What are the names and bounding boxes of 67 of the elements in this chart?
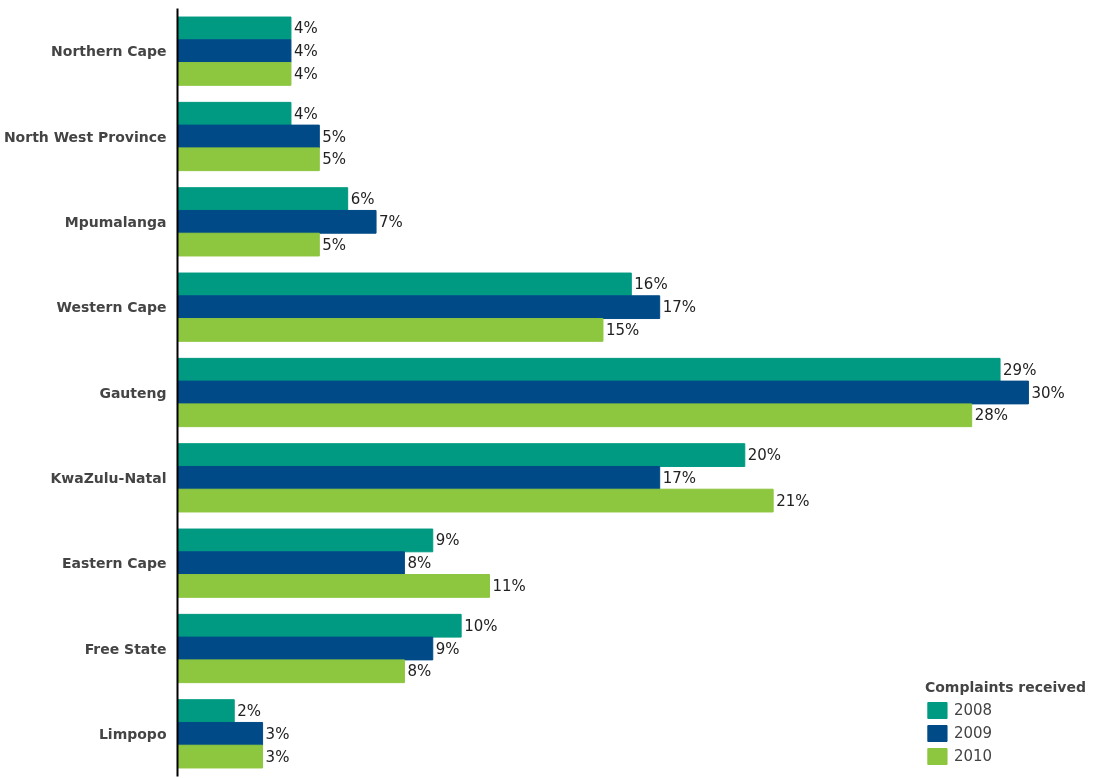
bar bbox=[177, 147, 320, 172]
bar bbox=[177, 488, 774, 513]
data-label: 9% bbox=[435, 639, 460, 658]
bar bbox=[177, 551, 405, 576]
data-label: 8% bbox=[407, 662, 432, 681]
legend-label: 2009 bbox=[953, 724, 993, 742]
data-label: 4% bbox=[293, 104, 318, 123]
y-tick-label: Free State bbox=[84, 640, 167, 657]
data-label: 5% bbox=[322, 150, 347, 169]
bar bbox=[177, 295, 661, 320]
data-label: 10% bbox=[464, 616, 498, 635]
data-label: 21% bbox=[776, 491, 810, 510]
y-tick-label: KwaZulu-Natal bbox=[50, 469, 167, 486]
y-tick-label: Eastern Cape bbox=[61, 555, 167, 572]
bar bbox=[177, 187, 349, 211]
bar bbox=[177, 721, 264, 746]
data-label: 7% bbox=[379, 212, 403, 231]
data-label: 28% bbox=[974, 406, 1009, 425]
bar bbox=[177, 699, 235, 723]
data-label: 3% bbox=[265, 724, 290, 743]
bar bbox=[177, 318, 604, 342]
y-tick-label: Western Cape bbox=[56, 299, 167, 316]
data-label: 5% bbox=[322, 127, 347, 146]
y-tick-label: Mpumalanga bbox=[64, 213, 167, 230]
y-tick-label: Gauteng bbox=[99, 384, 167, 401]
y-tick-label: Northern Cape bbox=[51, 43, 167, 60]
data-label: 20% bbox=[747, 446, 782, 465]
bar bbox=[177, 272, 632, 297]
bar bbox=[177, 232, 320, 257]
data-label: 8% bbox=[407, 554, 432, 573]
bar bbox=[177, 209, 377, 234]
bar bbox=[177, 659, 405, 684]
data-label: 4% bbox=[293, 42, 318, 61]
bar bbox=[177, 357, 1001, 382]
legend-label: 2010 bbox=[953, 747, 993, 765]
data-label: 6% bbox=[350, 190, 375, 209]
data-label: 11% bbox=[492, 576, 526, 595]
bar bbox=[177, 528, 434, 553]
bar bbox=[177, 443, 746, 467]
bar bbox=[177, 613, 462, 638]
y-tick-label: Limpopo bbox=[98, 725, 167, 742]
legend-label: 2008 bbox=[953, 701, 993, 719]
bar bbox=[177, 62, 292, 86]
bar bbox=[177, 16, 292, 41]
bar bbox=[177, 39, 292, 64]
bar bbox=[177, 744, 264, 769]
bar bbox=[177, 403, 973, 428]
data-label: 29% bbox=[1003, 360, 1037, 379]
bar bbox=[177, 465, 661, 490]
bar bbox=[177, 124, 320, 149]
bar bbox=[177, 636, 434, 661]
bar bbox=[177, 101, 292, 126]
data-label: 30% bbox=[1031, 383, 1065, 402]
y-tick-label: North West Province bbox=[3, 128, 167, 145]
data-label: 4% bbox=[293, 64, 318, 83]
data-label: 17% bbox=[662, 298, 697, 317]
bar bbox=[177, 380, 1029, 405]
data-label: 16% bbox=[634, 275, 668, 294]
data-label: 3% bbox=[265, 747, 290, 766]
bar bbox=[177, 574, 491, 598]
data-label: 15% bbox=[605, 320, 640, 339]
data-label: 4% bbox=[293, 19, 318, 38]
data-label: 17% bbox=[662, 468, 697, 487]
data-label: 2% bbox=[237, 702, 262, 721]
legend-title: Complaints received bbox=[924, 679, 1086, 695]
data-label: 9% bbox=[435, 531, 460, 550]
data-label: 5% bbox=[322, 235, 347, 254]
